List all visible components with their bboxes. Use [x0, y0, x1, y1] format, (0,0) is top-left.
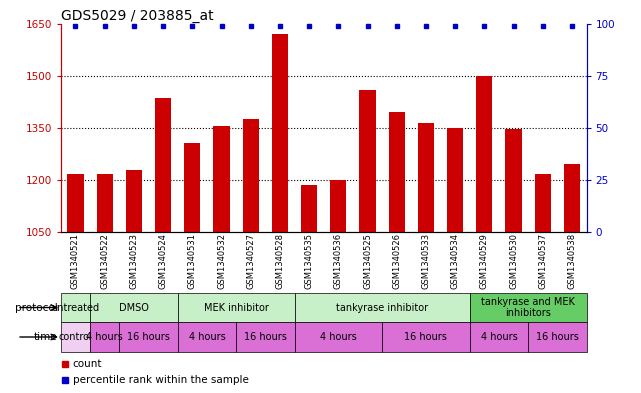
Text: GDS5029 / 203885_at: GDS5029 / 203885_at [61, 9, 213, 22]
Text: percentile rank within the sample: percentile rank within the sample [72, 375, 249, 385]
Bar [470, 293, 587, 322]
Text: count: count [72, 359, 102, 369]
Bar [155, 98, 171, 232]
Bar [61, 322, 90, 352]
Bar [90, 293, 178, 322]
Bar [90, 322, 119, 352]
Text: 16 hours: 16 hours [244, 332, 287, 342]
Text: DMSO: DMSO [119, 303, 149, 312]
Text: 16 hours: 16 hours [536, 332, 579, 342]
Text: MEK inhibitor: MEK inhibitor [204, 303, 269, 312]
Bar [528, 322, 587, 352]
Bar [564, 164, 580, 232]
Bar [294, 322, 382, 352]
Text: 16 hours: 16 hours [404, 332, 447, 342]
Bar [67, 174, 83, 232]
Text: 4 hours: 4 hours [320, 332, 356, 342]
Bar [447, 128, 463, 232]
Bar [97, 174, 113, 232]
Bar [272, 34, 288, 232]
Text: time: time [34, 332, 58, 342]
Bar [470, 322, 528, 352]
Bar [301, 185, 317, 232]
Text: 4 hours: 4 hours [481, 332, 517, 342]
Text: untreated: untreated [51, 303, 99, 312]
Text: control: control [58, 332, 92, 342]
Bar [61, 293, 90, 322]
Bar [382, 322, 470, 352]
Text: 4 hours: 4 hours [87, 332, 123, 342]
Text: tankyrase inhibitor: tankyrase inhibitor [336, 303, 428, 312]
Bar [178, 293, 294, 322]
Bar [243, 119, 259, 232]
Bar [535, 174, 551, 232]
Text: tankyrase and MEK
inhibitors: tankyrase and MEK inhibitors [481, 297, 575, 318]
Bar [388, 112, 404, 232]
Bar [184, 143, 201, 232]
Bar [506, 129, 522, 232]
Bar [126, 170, 142, 232]
Bar [213, 126, 229, 232]
Text: 16 hours: 16 hours [127, 332, 170, 342]
Bar [360, 90, 376, 232]
Bar [236, 322, 294, 352]
Text: protocol: protocol [15, 303, 58, 312]
Bar [119, 322, 178, 352]
Bar [178, 322, 236, 352]
Bar [294, 293, 470, 322]
Bar [418, 123, 434, 232]
Bar [330, 180, 346, 232]
Text: 4 hours: 4 hours [188, 332, 225, 342]
Bar [476, 75, 492, 232]
